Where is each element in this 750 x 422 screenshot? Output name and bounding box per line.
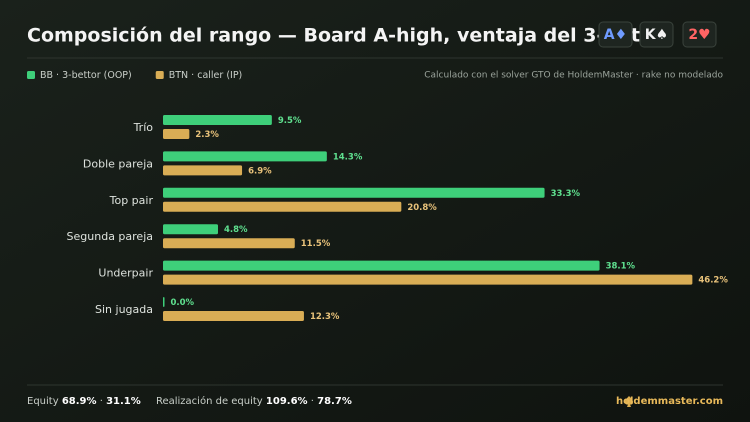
value-label: 6.9% (248, 166, 272, 176)
card-label: A♦ (604, 27, 627, 43)
category-label: Doble pareja (83, 157, 153, 170)
note: Calculado con el solver GTO de HoldemMas… (424, 71, 723, 81)
legend-label: BTN · caller (IP) (169, 70, 243, 81)
label: Realización de equity (156, 395, 263, 407)
bar (163, 151, 327, 162)
bar (163, 311, 304, 321)
bar (163, 224, 218, 235)
value-label: 4.8% (224, 225, 248, 235)
bar (163, 115, 272, 125)
category-label: Sin jugada (95, 303, 153, 316)
value-label: 0.0% (171, 298, 195, 308)
card-label: 2♥ (688, 27, 710, 43)
bar (163, 187, 545, 198)
category-label: Top pair (109, 194, 154, 207)
legend-label: BB · 3-bettor (OOP) (40, 70, 132, 81)
category-label: Trío (133, 121, 154, 134)
separator: · (100, 396, 103, 407)
value-label: 12.3% (310, 312, 340, 322)
bar (163, 238, 295, 249)
value-label: 9.5% (278, 116, 302, 126)
legend-swatch (155, 71, 164, 79)
value: 78.7% (317, 396, 352, 407)
footer-stats: Equity 68.9% · 31.1% Realización de equi… (27, 395, 352, 407)
card (682, 21, 717, 48)
value-label: 38.1% (606, 262, 636, 272)
value: 109.6% (266, 396, 308, 407)
value: 68.9% (62, 396, 97, 407)
value-label: 20.8% (407, 203, 437, 213)
card-label: K♠ (645, 27, 668, 43)
value-label: 11.5% (301, 239, 331, 249)
site: holdemmaster.com (616, 396, 723, 407)
legend-swatch (27, 71, 35, 79)
value-label: 46.2% (698, 276, 728, 286)
separator: · (311, 396, 314, 407)
card (598, 21, 633, 48)
category-label: Underpair (98, 267, 153, 280)
value-label: 14.3% (333, 152, 363, 162)
value: 31.1% (106, 396, 141, 407)
bar (163, 165, 243, 176)
spade-icon (625, 396, 633, 407)
card (639, 21, 674, 48)
value-label: 2.3% (195, 130, 219, 140)
bar (163, 201, 402, 212)
bar (163, 297, 165, 307)
label: Equity (27, 396, 59, 407)
value-label: 33.3% (551, 189, 581, 199)
category-label: Segunda pareja (67, 230, 153, 243)
bar (163, 260, 600, 271)
bar (163, 274, 693, 285)
chart-title: Composición del rango — Board A-high, ve… (27, 25, 672, 47)
bar (163, 129, 190, 139)
